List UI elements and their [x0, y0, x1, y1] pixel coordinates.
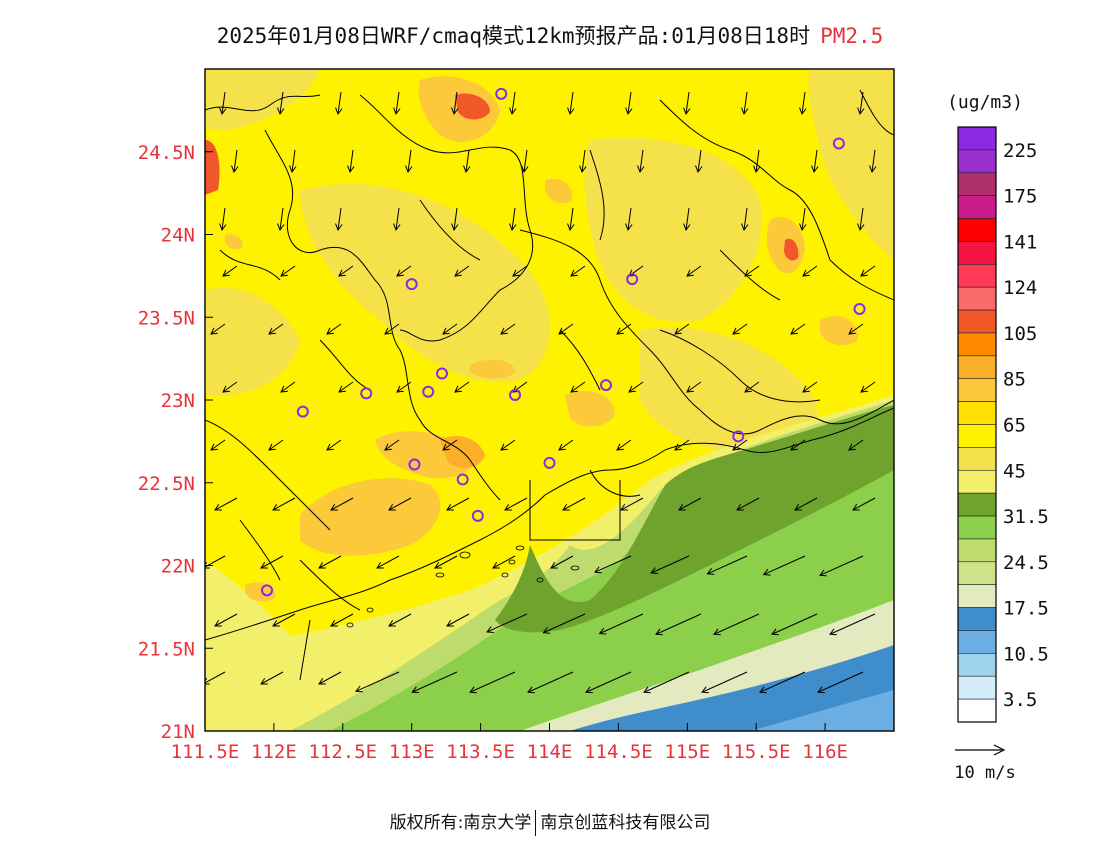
- legend-swatch: [958, 241, 996, 264]
- legend-swatch: [958, 562, 996, 585]
- legend-swatch: [958, 287, 996, 310]
- legend-label: 45: [1003, 460, 1026, 482]
- legend-swatch: [958, 608, 996, 631]
- legend-label: 24.5: [1003, 552, 1049, 574]
- legend-swatch: [958, 447, 996, 470]
- legend-swatch: [958, 493, 996, 516]
- legend-label: 17.5: [1003, 598, 1049, 620]
- vector-reference: 10 m/s: [954, 745, 1015, 783]
- legend-unit: (ug/m3): [947, 92, 1023, 113]
- lon-tick-label: 112E: [251, 741, 297, 763]
- legend-swatch: [958, 630, 996, 653]
- concentration-field: [203, 69, 894, 731]
- legend-swatch: [958, 699, 996, 722]
- footer-left: 版权所有:南京大学: [390, 813, 532, 833]
- legend-swatch: [958, 310, 996, 333]
- lat-tick-label: 24.5N: [138, 142, 195, 164]
- lon-tick-label: 113.5E: [446, 741, 515, 763]
- legend-swatch: [958, 173, 996, 196]
- legend-swatch: [958, 219, 996, 242]
- reference-label: 10 m/s: [954, 763, 1015, 783]
- legend-label: 141: [1003, 231, 1037, 253]
- legend-swatch: [958, 127, 996, 150]
- lat-tick-label: 23.5N: [138, 307, 195, 329]
- legend-swatch: [958, 150, 996, 173]
- legend-swatch: [958, 470, 996, 493]
- lat-tick-label: 21.5N: [138, 638, 195, 660]
- legend-label: 124: [1003, 277, 1037, 299]
- legend-swatch: [958, 653, 996, 676]
- footer-right: 南京创蓝科技有限公司: [540, 813, 710, 833]
- legend-label: 105: [1003, 323, 1037, 345]
- lon-tick-label: 113E: [389, 741, 435, 763]
- lon-tick-label: 116E: [802, 741, 848, 763]
- legend-label: 175: [1003, 186, 1037, 208]
- legend-label: 225: [1003, 140, 1037, 162]
- lat-tick-label: 24N: [161, 225, 195, 247]
- lat-tick-label: 22.5N: [138, 473, 195, 495]
- legend-swatch: [958, 516, 996, 539]
- legend-swatch: [958, 539, 996, 562]
- footer-separator: [535, 810, 536, 836]
- lon-tick-label: 114.5E: [584, 741, 653, 763]
- legend-swatch: [958, 356, 996, 379]
- color-legend: 225 175 141 124 105 85 65 45 31.5 24.5 17.5 10.5 3.5: [958, 127, 1049, 722]
- latitude-axis: 24.5N 24N 23.5N 23N 22.5N 22N 21.5N 21N: [138, 142, 213, 743]
- legend-swatch: [958, 425, 996, 448]
- legend-swatch: [958, 676, 996, 699]
- legend-label: 3.5: [1003, 689, 1037, 711]
- copyright-footer: 版权所有:南京大学 南京创蓝科技有限公司: [0, 808, 1100, 836]
- legend-label: 65: [1003, 415, 1026, 437]
- lon-tick-label: 111.5E: [171, 741, 240, 763]
- legend-label: 31.5: [1003, 506, 1049, 528]
- legend-swatch: [958, 585, 996, 608]
- legend-swatch: [958, 196, 996, 219]
- legend-label: 85: [1003, 369, 1026, 391]
- legend-swatch: [958, 402, 996, 425]
- lon-tick-label: 115.5E: [722, 741, 791, 763]
- lon-tick-label: 112.5E: [308, 741, 377, 763]
- lon-tick-label: 115E: [664, 741, 710, 763]
- legend-swatch: [958, 379, 996, 402]
- legend-swatch: [958, 333, 996, 356]
- legend-label: 10.5: [1003, 643, 1049, 665]
- lat-tick-label: 21N: [161, 721, 195, 743]
- lat-tick-label: 23N: [161, 390, 195, 412]
- legend-swatch: [958, 264, 996, 287]
- lat-tick-label: 22N: [161, 556, 195, 578]
- lon-tick-label: 114E: [527, 741, 573, 763]
